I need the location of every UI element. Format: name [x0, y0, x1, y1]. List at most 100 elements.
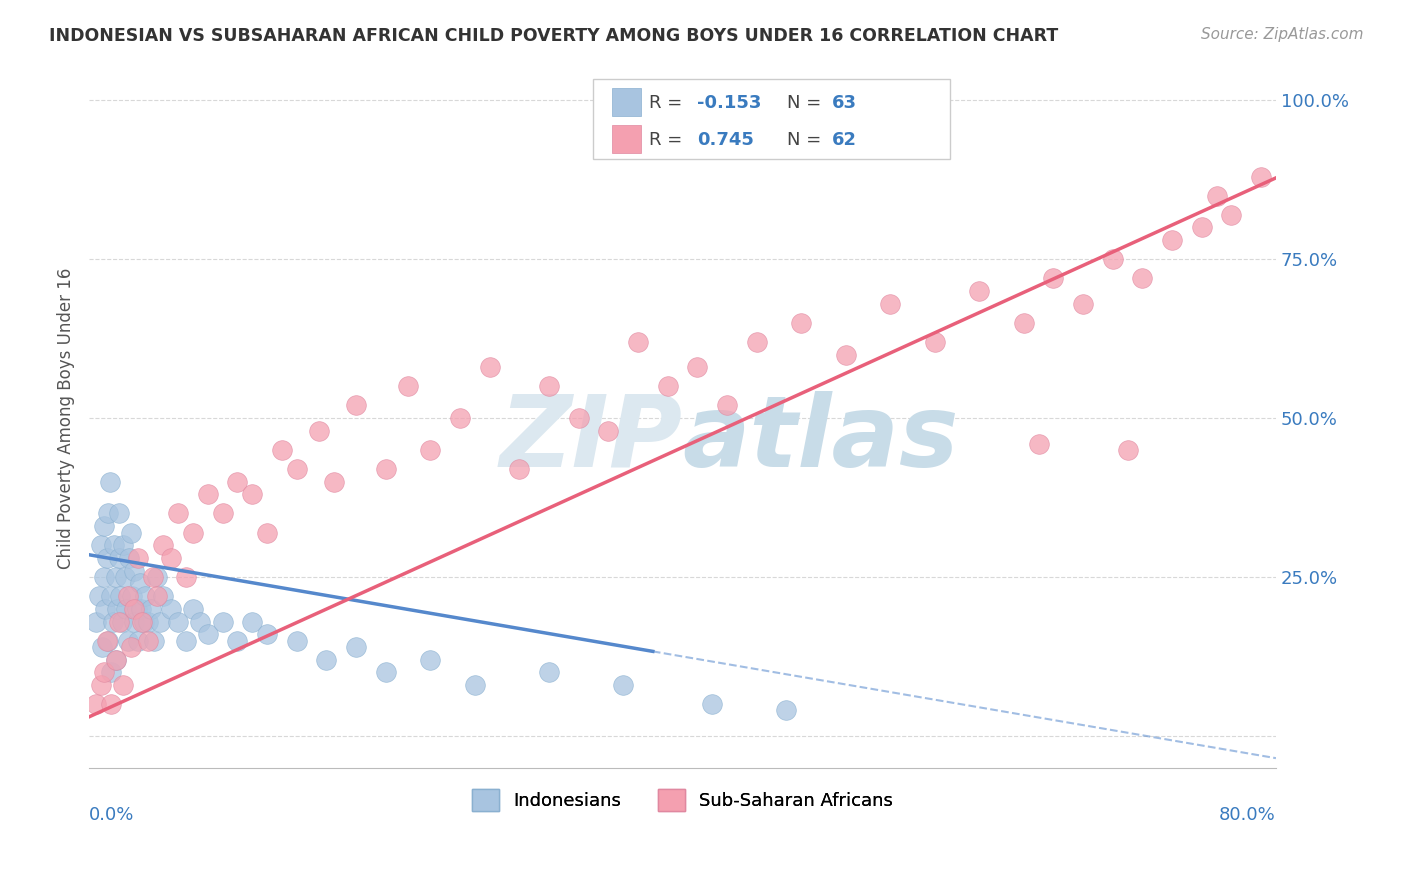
Point	[86, 697, 108, 711]
Point	[107, 615, 129, 629]
Point	[129, 602, 152, 616]
Point	[93, 665, 115, 680]
Point	[94, 602, 117, 616]
Point	[226, 633, 249, 648]
Point	[537, 665, 560, 680]
Point	[449, 411, 471, 425]
Point	[100, 589, 122, 603]
Text: 63: 63	[832, 94, 858, 112]
Point	[256, 627, 278, 641]
Point	[174, 633, 197, 648]
Point	[1132, 271, 1154, 285]
Point	[141, 602, 163, 616]
Point	[117, 633, 139, 648]
Point	[686, 360, 709, 375]
Point	[374, 665, 396, 680]
Text: 62: 62	[832, 131, 858, 149]
Text: -0.153: -0.153	[697, 94, 761, 112]
Point	[128, 576, 150, 591]
Y-axis label: Child Poverty Among Boys Under 16: Child Poverty Among Boys Under 16	[58, 268, 75, 569]
Point	[478, 360, 501, 375]
Point	[111, 615, 134, 629]
Point	[114, 570, 136, 584]
Point	[211, 615, 233, 629]
Point	[107, 551, 129, 566]
Point	[96, 551, 118, 566]
Point	[419, 442, 441, 457]
Point	[121, 589, 143, 603]
Legend: Indonesians, Sub-Saharan Africans: Indonesians, Sub-Saharan Africans	[465, 781, 900, 818]
Point	[91, 640, 114, 654]
Point	[226, 475, 249, 489]
Point	[1161, 233, 1184, 247]
Point	[967, 284, 990, 298]
Point	[86, 615, 108, 629]
Point	[612, 678, 634, 692]
Point	[120, 640, 142, 654]
Point	[240, 487, 263, 501]
Point	[790, 316, 813, 330]
Point	[419, 653, 441, 667]
Point	[104, 653, 127, 667]
Point	[100, 697, 122, 711]
Text: R =: R =	[650, 94, 689, 112]
Point	[131, 615, 153, 629]
Point	[181, 602, 204, 616]
Point	[97, 633, 120, 648]
Point	[702, 697, 724, 711]
Point	[188, 615, 211, 629]
Point	[93, 570, 115, 584]
Point	[174, 570, 197, 584]
Point	[181, 525, 204, 540]
Point	[315, 653, 337, 667]
Point	[120, 525, 142, 540]
Point	[89, 589, 111, 603]
Point	[101, 615, 124, 629]
Point	[122, 615, 145, 629]
Point	[103, 538, 125, 552]
Point	[1250, 169, 1272, 184]
Point	[627, 334, 650, 349]
Point	[879, 296, 901, 310]
Point	[122, 602, 145, 616]
FancyBboxPatch shape	[613, 125, 641, 153]
Point	[1028, 436, 1050, 450]
Point	[143, 633, 166, 648]
FancyBboxPatch shape	[593, 79, 949, 160]
Point	[132, 615, 155, 629]
Point	[598, 424, 620, 438]
Point	[322, 475, 344, 489]
Point	[125, 602, 148, 616]
Point	[924, 334, 946, 349]
Point	[716, 398, 738, 412]
Point	[159, 551, 181, 566]
Point	[464, 678, 486, 692]
Point	[271, 442, 294, 457]
Text: N =: N =	[787, 94, 827, 112]
Point	[657, 379, 679, 393]
Point	[1191, 220, 1213, 235]
Point	[775, 704, 797, 718]
Point	[98, 475, 121, 489]
Point	[105, 602, 128, 616]
Text: R =: R =	[650, 131, 689, 149]
Point	[142, 570, 165, 584]
Text: atlas: atlas	[682, 391, 959, 488]
Point	[104, 653, 127, 667]
Point	[90, 678, 112, 692]
Point	[127, 633, 149, 648]
Point	[127, 551, 149, 566]
Text: 0.0%: 0.0%	[89, 806, 135, 824]
Point	[344, 398, 367, 412]
Point	[97, 507, 120, 521]
Point	[745, 334, 768, 349]
Point	[134, 589, 156, 603]
Point	[1205, 188, 1227, 202]
Point	[344, 640, 367, 654]
Point	[122, 564, 145, 578]
Point	[1012, 316, 1035, 330]
Point	[117, 589, 139, 603]
Point	[138, 615, 160, 629]
Point	[1101, 252, 1123, 267]
Point	[1042, 271, 1064, 285]
